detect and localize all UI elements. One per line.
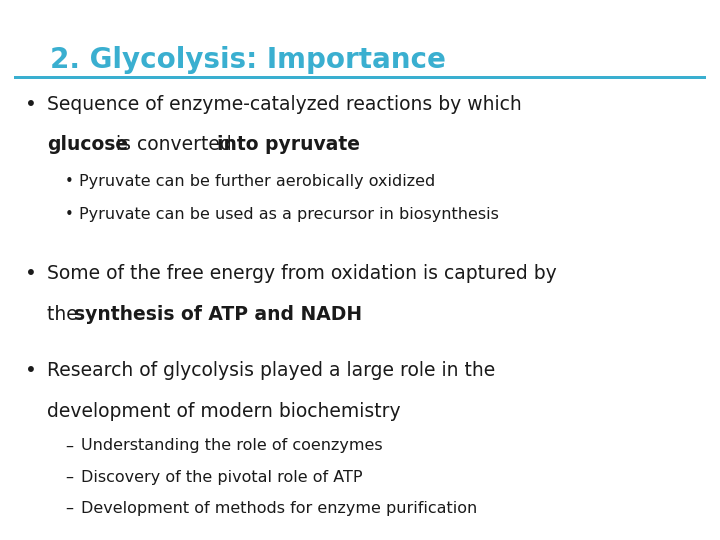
Text: Understanding the role of coenzymes: Understanding the role of coenzymes bbox=[81, 438, 382, 454]
Text: Sequence of enzyme-catalyzed reactions by which: Sequence of enzyme-catalyzed reactions b… bbox=[47, 94, 521, 113]
Text: Pyruvate can be further aerobically oxidized: Pyruvate can be further aerobically oxid… bbox=[79, 174, 436, 189]
Text: development of modern biochemistry: development of modern biochemistry bbox=[47, 402, 400, 421]
Text: •: • bbox=[25, 264, 37, 283]
Text: Some of the free energy from oxidation is captured by: Some of the free energy from oxidation i… bbox=[47, 264, 557, 283]
Text: the: the bbox=[47, 305, 84, 323]
Text: Development of methods for enzyme purification: Development of methods for enzyme purifi… bbox=[81, 501, 477, 516]
Text: Discovery of the pivotal role of ATP: Discovery of the pivotal role of ATP bbox=[81, 470, 362, 485]
Text: Research of glycolysis played a large role in the: Research of glycolysis played a large ro… bbox=[47, 361, 495, 380]
Text: glucose: glucose bbox=[47, 135, 128, 154]
Text: is converted: is converted bbox=[110, 135, 238, 154]
Text: Pyruvate can be used as a precursor in biosynthesis: Pyruvate can be used as a precursor in b… bbox=[79, 207, 499, 222]
Text: •: • bbox=[25, 94, 37, 113]
Text: –: – bbox=[65, 501, 73, 516]
Text: •: • bbox=[65, 207, 73, 222]
Text: –: – bbox=[65, 438, 73, 454]
Text: synthesis of ATP and NADH: synthesis of ATP and NADH bbox=[74, 305, 362, 323]
Text: –: – bbox=[65, 470, 73, 485]
Text: 2. Glycolysis: Importance: 2. Glycolysis: Importance bbox=[50, 46, 446, 74]
Text: •: • bbox=[65, 174, 73, 189]
Text: into pyruvate: into pyruvate bbox=[217, 135, 360, 154]
Text: •: • bbox=[25, 361, 37, 380]
